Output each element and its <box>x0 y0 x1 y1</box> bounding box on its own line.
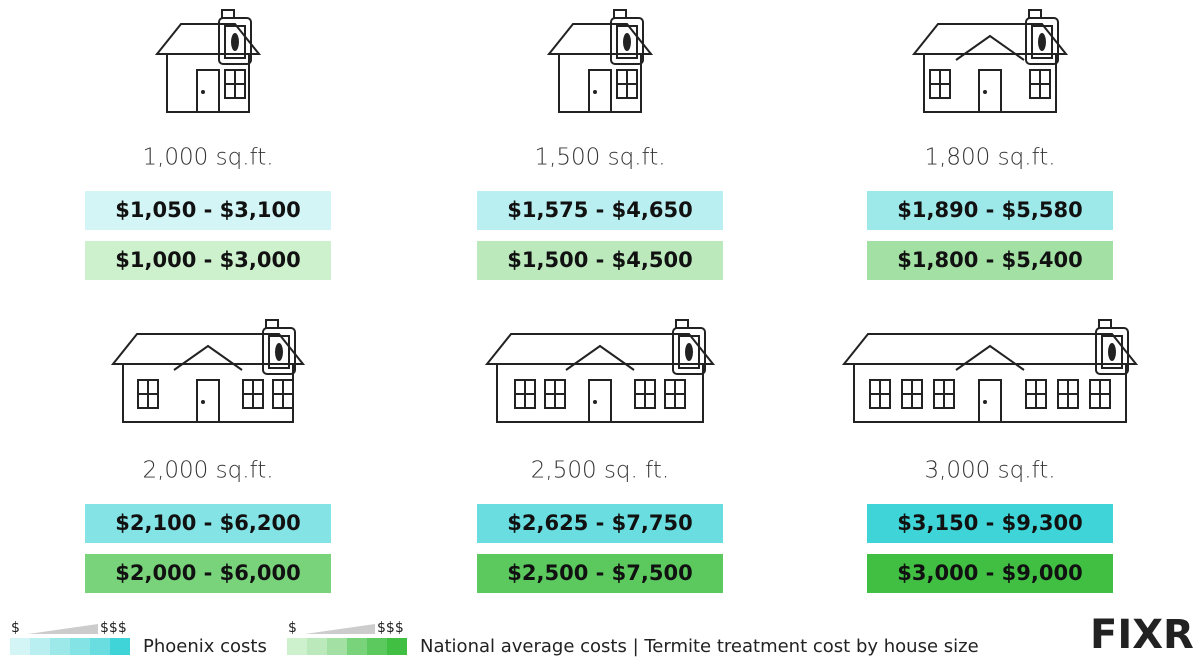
knob <box>201 400 205 404</box>
national-box <box>477 554 723 593</box>
house-size: 1,500 sq.ft. <box>534 145 665 171</box>
house-size: 1,000 sq.ft. <box>142 145 273 171</box>
jug-label <box>678 335 700 369</box>
legend-swatch <box>327 638 347 655</box>
phoenix-box <box>867 191 1113 230</box>
house-icon <box>911 9 1069 113</box>
door <box>588 69 612 113</box>
national-range: $2,000 - $6,000 <box>115 561 300 585</box>
legend-label: National average costs | Termite treatme… <box>420 636 979 657</box>
jug-cap <box>613 9 627 19</box>
roof <box>546 23 654 55</box>
legend-swatch <box>70 638 90 655</box>
house-body <box>853 363 1127 423</box>
national-range: $1,500 - $4,500 <box>507 248 692 272</box>
house-icon <box>110 319 306 423</box>
national-range: $1,000 - $3,000 <box>115 248 300 272</box>
jug-cap <box>675 319 689 329</box>
knob <box>983 400 987 404</box>
legend-swatch <box>287 638 307 655</box>
legend-swatch <box>110 638 130 655</box>
gable <box>565 344 635 371</box>
jug-label <box>224 25 246 59</box>
termite <box>685 343 693 361</box>
phoenix-range: $1,890 - $5,580 <box>897 198 1082 222</box>
termite <box>275 343 283 361</box>
national-box <box>477 241 723 280</box>
phoenix-range: $2,100 - $6,200 <box>115 511 300 535</box>
termite <box>1038 33 1046 51</box>
door <box>196 379 220 423</box>
house-icon <box>841 319 1139 423</box>
phoenix-range: $1,575 - $4,650 <box>507 198 692 222</box>
phoenix-range: $3,150 - $9,300 <box>897 511 1082 535</box>
legend-low: $ <box>11 620 20 636</box>
termite <box>1108 343 1116 361</box>
logo: FIXR <box>1090 612 1194 658</box>
termite <box>623 33 631 51</box>
roof <box>110 333 306 365</box>
house-size: 1,800 sq.ft. <box>924 145 1055 171</box>
house-icon <box>484 319 716 423</box>
legend-swatch <box>387 638 407 655</box>
legend-swatch <box>90 638 110 655</box>
national-box <box>85 554 331 593</box>
roof <box>154 23 262 55</box>
phoenix-box <box>477 504 723 543</box>
termite <box>231 33 239 51</box>
jug-cap <box>1028 9 1042 19</box>
jug-label <box>1101 335 1123 369</box>
door <box>978 69 1002 113</box>
knob <box>593 400 597 404</box>
jug-label <box>268 335 290 369</box>
door <box>978 379 1002 423</box>
national-box <box>867 554 1113 593</box>
national-box <box>85 241 331 280</box>
house-icon <box>546 9 654 113</box>
legend-swatch <box>30 638 50 655</box>
national-range: $2,500 - $7,500 <box>507 561 692 585</box>
phoenix-box <box>867 504 1113 543</box>
door <box>588 379 612 423</box>
legend-ramp <box>305 624 375 634</box>
legend-label: Phoenix costs <box>143 636 267 657</box>
national-box <box>867 241 1113 280</box>
gable <box>955 344 1025 371</box>
knob <box>201 90 205 94</box>
phoenix-box <box>477 191 723 230</box>
national-range: $3,000 - $9,000 <box>897 561 1082 585</box>
phoenix-box <box>85 191 331 230</box>
phoenix-box <box>85 504 331 543</box>
house-size: 2,500 sq. ft. <box>531 458 669 484</box>
jug-label <box>1031 25 1053 59</box>
phoenix-range: $2,625 - $7,750 <box>507 511 692 535</box>
national-range: $1,800 - $5,400 <box>897 248 1082 272</box>
roof <box>841 333 1139 365</box>
knob <box>983 90 987 94</box>
house-size: 3,000 sq.ft. <box>924 458 1055 484</box>
door <box>196 69 220 113</box>
legend-ramp <box>28 624 98 634</box>
jug-cap <box>1098 319 1112 329</box>
phoenix-range: $1,050 - $3,100 <box>115 198 300 222</box>
gable <box>955 34 1025 61</box>
legend-swatch <box>10 638 30 655</box>
gable <box>173 344 243 371</box>
legend-high: $$$ <box>100 620 127 636</box>
legend-swatch <box>347 638 367 655</box>
jug-cap <box>265 319 279 329</box>
jug-cap <box>221 9 235 19</box>
house-icon <box>154 9 262 113</box>
house-size: 2,000 sq.ft. <box>142 458 273 484</box>
legend-low: $ <box>288 620 297 636</box>
legend-swatch <box>50 638 70 655</box>
legend-swatch <box>367 638 387 655</box>
legend-swatch <box>307 638 327 655</box>
legend-high: $$$ <box>377 620 404 636</box>
jug-label <box>616 25 638 59</box>
knob <box>593 90 597 94</box>
